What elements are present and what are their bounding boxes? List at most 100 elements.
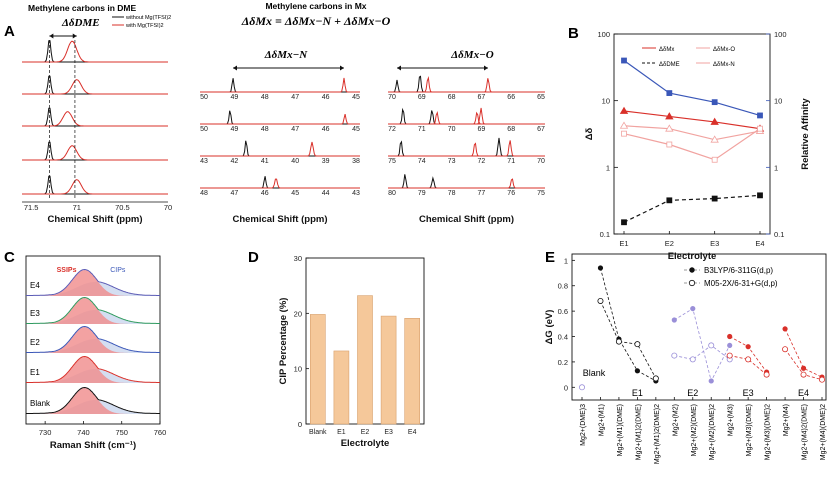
mx-o-xlabel: Chemical Shift (ppm) [419, 214, 514, 225]
e-series-line-2 [600, 267, 657, 382]
e-point-8-0 [782, 326, 788, 332]
dme-red-peak-E3 [22, 111, 168, 127]
c-xtick-3: 760 [154, 428, 167, 437]
e-point-5-2 [708, 342, 715, 349]
dme-black-peak-E3 [22, 107, 168, 127]
mx-n-tick-2-3: 40 [291, 158, 299, 165]
mx-n-tick-3-5: 43 [352, 190, 360, 197]
e-point-5-1 [689, 356, 696, 363]
b-legend-text-0: ΔδMx [659, 47, 674, 53]
mx-n-xlabel: Chemical Shift (ppm) [232, 214, 327, 225]
b-point-3-3 [757, 125, 763, 132]
mx-o-tick-2-0: 75 [388, 158, 396, 165]
mx-n-tick-0-4: 46 [322, 94, 330, 101]
e-point-6-0 [727, 333, 733, 340]
e-point-2-0 [597, 265, 604, 271]
b-point-0-0 [619, 106, 629, 114]
mx-o-peak-0-1 [388, 75, 545, 93]
b-series-line-0 [623, 110, 761, 130]
e-ytick-5: 1 [564, 256, 568, 265]
b-point-2-3 [757, 192, 763, 199]
e-series-line-7 [729, 355, 767, 375]
d-bar-E4 [404, 318, 421, 425]
e-ytick-3: 0.6 [558, 307, 568, 316]
b-point-2-0 [621, 219, 627, 226]
b-ytick-r-3: 100 [774, 30, 787, 39]
mx-n-peak-3-0 [200, 176, 360, 189]
mx-o-peak-2-0 [388, 140, 545, 157]
mx-n-peak-1-0 [200, 110, 360, 125]
b-series-line-2 [623, 194, 761, 223]
dme-xtick-2: 70.5 [115, 203, 130, 212]
mx-o-tick-3-4: 76 [507, 190, 515, 197]
e-xtick-11: Mg2+(M4) [783, 404, 790, 436]
e-xtick-12: Mg2+(M4)2(DME) [802, 404, 809, 460]
b-series-line-1 [623, 125, 761, 141]
e-point-3-2 [634, 341, 641, 348]
d-ylabel: CIP Percentage (%) [278, 298, 289, 385]
mx-n-tick-3-1: 47 [231, 190, 239, 197]
e-group-label-Blank: Blank [583, 368, 606, 378]
panel-e-letter: E [545, 249, 555, 266]
dme-black-peak-E4 [22, 141, 168, 161]
dme-black-peak-E1 [22, 40, 168, 63]
e-point-4-0 [671, 317, 677, 323]
mx-o-tick-3-5: 75 [537, 190, 545, 197]
b-point-4-3 [757, 112, 763, 119]
mx-o-peak-1-3 [388, 111, 545, 125]
c-xtick-1: 740 [77, 428, 90, 437]
e-ytick-4: 0.8 [558, 282, 568, 291]
b-ytick-r-2: 10 [774, 97, 782, 106]
panel-a-mx-equation: ΔδMx = ΔδMx−N + ΔδMx−O [241, 14, 391, 28]
mx-n-arrow-head-r [340, 65, 344, 71]
b-point-1-2 [710, 135, 719, 143]
c-ssip-fill-2 [26, 327, 160, 353]
e-legend-b3lyp: B3LYP/6-311G(d,p) [704, 266, 773, 275]
b-legend-text-2: ΔδDME [659, 62, 680, 68]
mx-o-tick-1-3: 69 [478, 126, 486, 133]
mx-o-tick-1-5: 67 [537, 126, 545, 133]
b-series-line-3 [623, 128, 761, 161]
e-series-line-3 [600, 300, 657, 379]
mx-o-peak-2-1 [388, 142, 545, 157]
mx-o-tick-2-2: 73 [448, 158, 456, 165]
mx-o-peak-2-3 [388, 140, 545, 157]
d-bar-E2 [357, 295, 373, 425]
b-xtick-2: E3 [710, 239, 719, 248]
e-point-3-0 [597, 297, 604, 304]
b-ylabel-right: Relative Affinity [800, 98, 811, 170]
e-point-9-1 [800, 371, 807, 378]
b-legend-text-3: ΔδMx-N [713, 62, 735, 68]
dme-arrow-head-right [72, 33, 77, 39]
dme-xtick-0: 71.5 [24, 203, 39, 212]
mx-n-delta-label: ΔδMx−N [264, 49, 308, 61]
mx-n-peak-2-0 [200, 140, 360, 157]
e-point-6-1 [745, 344, 751, 350]
e-point-3-1 [615, 338, 622, 345]
mx-n-tick-0-5: 45 [352, 94, 360, 101]
mx-n-tick-1-5: 45 [352, 126, 360, 133]
mx-o-tick-3-1: 79 [418, 190, 426, 197]
e-xtick-1: Mg2+(M1) [598, 404, 605, 436]
e-point-7-1 [745, 356, 752, 363]
mx-o-tick-2-1: 74 [418, 158, 426, 165]
b-series-line-4 [623, 60, 761, 117]
e-group-label-E3: E3 [743, 388, 754, 398]
e-xtick-5: Mg2+(M2) [672, 404, 679, 436]
e-group-label-E1: E1 [632, 388, 643, 398]
dme-xtick-3: 70 [164, 203, 172, 212]
dme-red-peak-Blank [22, 179, 168, 195]
mx-n-tick-3-3: 45 [291, 190, 299, 197]
e-xtick-8: Mg2+(M3) [728, 404, 735, 436]
e-point-4-3 [727, 342, 733, 349]
e-series-line-6 [729, 336, 767, 373]
d-xlabel: Electrolyte [341, 438, 390, 449]
dme-arrow-head-left [49, 33, 54, 39]
mx-o-tick-0-2: 68 [448, 94, 456, 101]
b-xtick-3: E4 [755, 239, 764, 248]
mx-o-tick-2-3: 72 [478, 158, 486, 165]
e-point-9-0 [782, 346, 789, 353]
b-point-1-0 [619, 121, 629, 129]
e-point-3-3 [652, 375, 659, 382]
e-ytick-2: 0.4 [558, 333, 568, 342]
